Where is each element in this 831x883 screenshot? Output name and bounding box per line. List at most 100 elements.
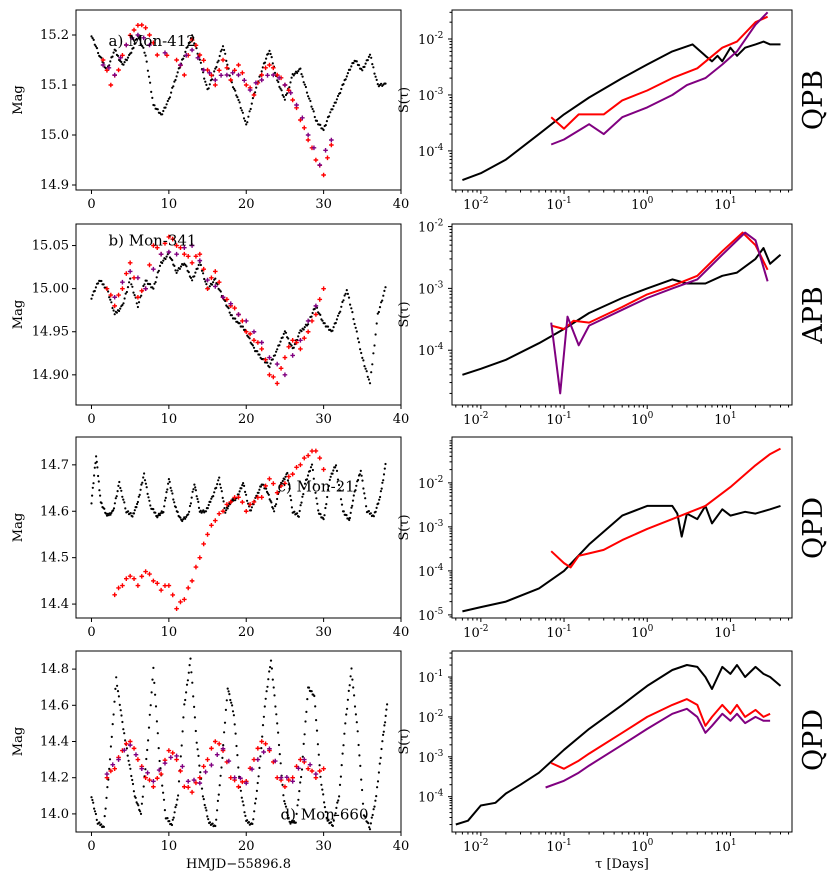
data-point <box>120 279 125 285</box>
data-point <box>108 296 111 299</box>
data-point <box>140 802 143 805</box>
data-point <box>275 503 278 506</box>
data-point <box>351 311 354 314</box>
series-2 <box>100 32 334 168</box>
data-point <box>191 681 194 684</box>
data-point <box>321 286 326 291</box>
data-point <box>120 714 123 717</box>
data-point <box>283 800 286 803</box>
data-point <box>284 331 288 334</box>
data-point <box>375 78 378 81</box>
data-point <box>104 68 110 73</box>
data-point <box>335 469 339 472</box>
data-point <box>304 720 307 723</box>
data-point <box>219 290 222 293</box>
data-point <box>381 740 384 743</box>
data-point <box>267 493 270 496</box>
data-point <box>240 779 245 785</box>
data-point <box>358 754 361 757</box>
data-point <box>216 799 219 803</box>
data-point <box>166 583 172 588</box>
data-point <box>100 279 103 283</box>
data-point <box>121 720 124 724</box>
data-point <box>305 710 308 714</box>
data-point <box>307 686 311 689</box>
data-point <box>131 746 137 751</box>
data-point <box>297 335 300 338</box>
data-point <box>382 294 385 297</box>
data-point <box>113 700 116 703</box>
data-point <box>173 80 176 83</box>
data-point <box>196 267 199 270</box>
data-point <box>383 289 386 292</box>
data-point <box>295 812 298 816</box>
data-point <box>207 70 212 76</box>
data-point <box>287 816 290 820</box>
data-point <box>336 478 340 481</box>
y-tick-label: 10-2 <box>418 475 443 492</box>
data-point <box>218 784 221 787</box>
data-point <box>212 495 215 498</box>
data-point <box>133 509 136 512</box>
data-point <box>339 775 342 778</box>
data-point <box>155 276 158 279</box>
data-point <box>373 344 376 347</box>
data-point <box>294 465 299 470</box>
data-point <box>109 60 112 63</box>
data-point <box>338 795 341 798</box>
data-point <box>309 768 315 774</box>
data-point <box>331 824 334 828</box>
data-point <box>297 70 300 73</box>
data-point <box>310 690 313 693</box>
data-point <box>352 494 355 497</box>
data-point <box>284 775 290 780</box>
data-point <box>127 510 130 513</box>
data-point <box>315 119 319 122</box>
data-point <box>259 495 265 500</box>
y-tick-label: 14.6 <box>40 698 69 713</box>
data-point <box>205 67 210 73</box>
data-point <box>152 287 155 290</box>
series-1 <box>112 448 326 612</box>
data-point <box>310 105 313 108</box>
data-point <box>267 746 272 752</box>
data-point <box>302 328 305 331</box>
data-point <box>372 808 375 811</box>
data-point <box>277 80 280 84</box>
data-point <box>331 329 334 332</box>
data-point <box>361 356 364 359</box>
data-point <box>174 806 177 809</box>
data-point <box>198 764 201 767</box>
x-tick-label: 101 <box>714 411 736 428</box>
data-point <box>232 495 237 500</box>
data-point <box>322 518 325 521</box>
data-point <box>108 768 114 774</box>
data-point <box>186 679 189 682</box>
data-point <box>121 495 124 498</box>
data-point <box>243 329 249 335</box>
data-point <box>290 506 293 509</box>
data-point <box>189 47 195 53</box>
data-point <box>349 675 352 678</box>
data-point <box>303 487 306 490</box>
data-point <box>147 777 152 783</box>
data-point <box>270 501 273 504</box>
data-point <box>287 483 290 486</box>
data-point <box>232 775 237 780</box>
data-point <box>290 779 295 784</box>
data-point <box>192 695 195 698</box>
data-point <box>324 506 327 510</box>
data-point <box>109 513 112 516</box>
data-point <box>91 486 94 489</box>
data-point <box>290 499 293 502</box>
y-tick-label: 10-3 <box>418 87 444 104</box>
data-point <box>90 796 93 799</box>
y-tick-label: 14.4 <box>40 735 69 750</box>
x-axis-label: HMJD−55896.8 <box>186 857 291 872</box>
data-point <box>224 297 230 302</box>
data-point <box>116 490 119 493</box>
data-point <box>127 269 133 274</box>
data-point <box>311 107 314 111</box>
data-point <box>316 743 319 746</box>
data-point <box>259 346 265 352</box>
